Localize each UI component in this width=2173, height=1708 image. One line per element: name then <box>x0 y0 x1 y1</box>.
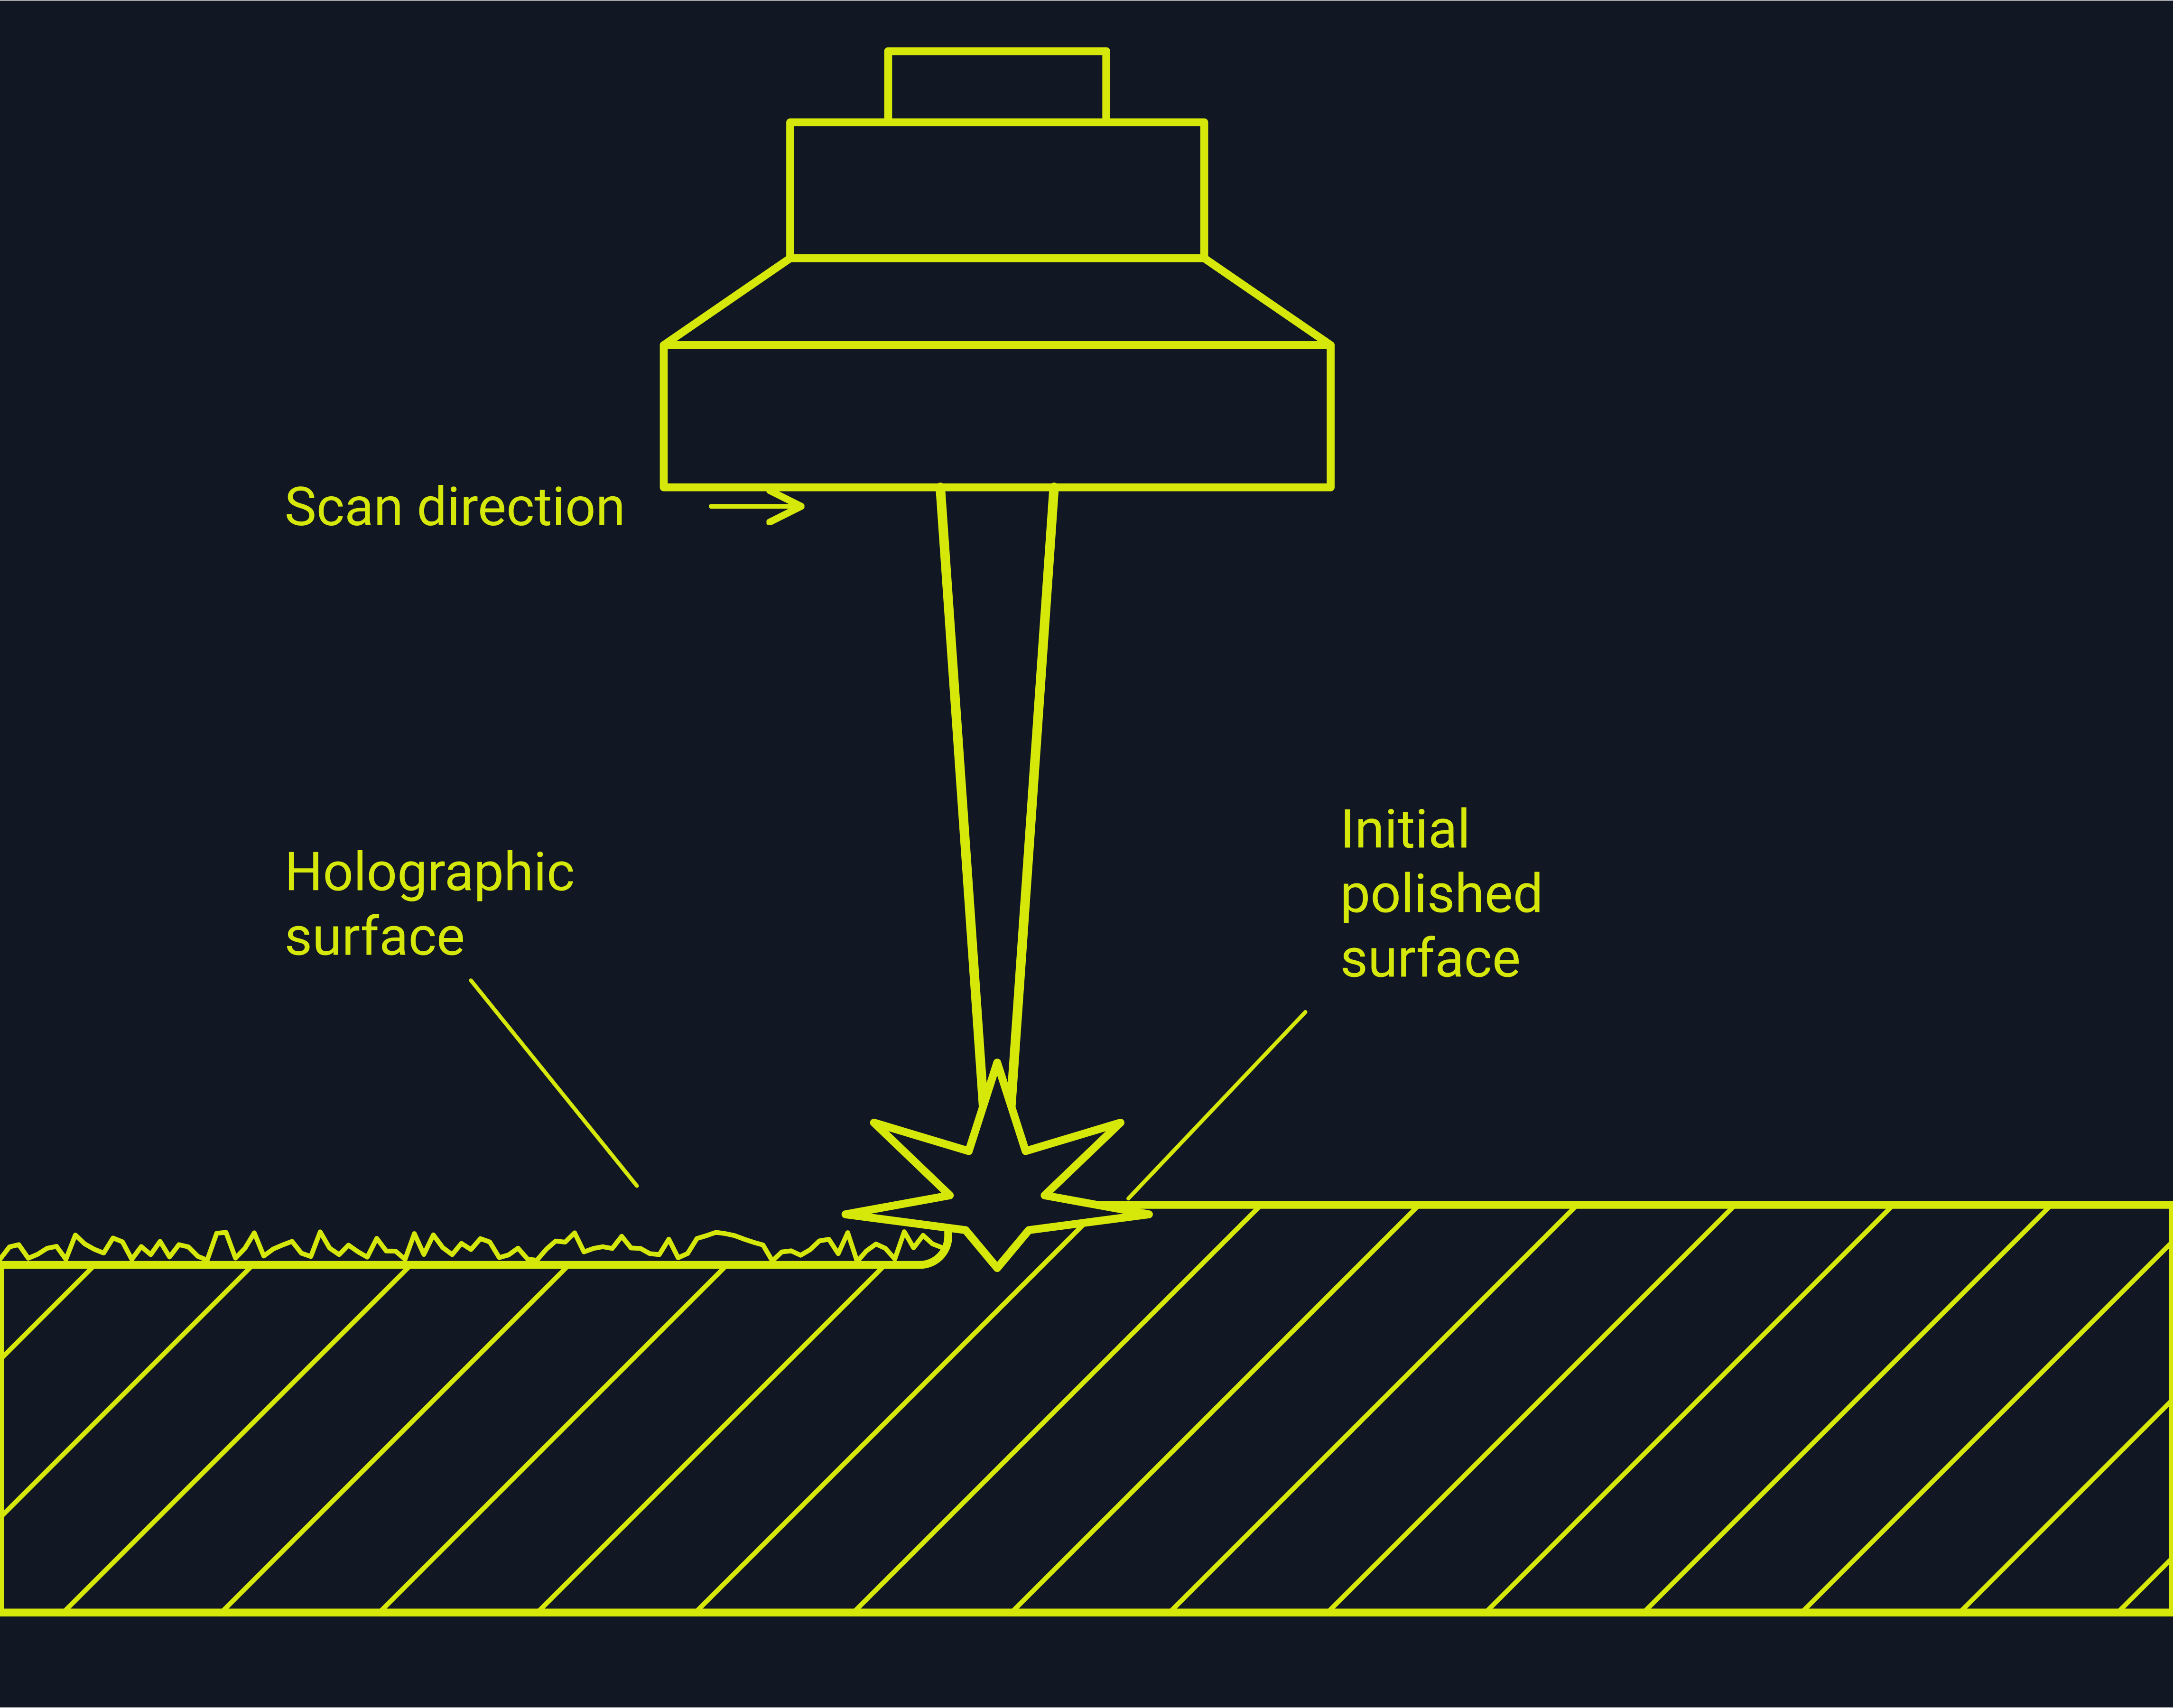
initial-label-line3: surface <box>1340 927 1521 990</box>
laser-schematic: Scan directionHolographicsurfaceInitialp… <box>0 0 2173 1708</box>
initial-label-line1: Initial <box>1340 798 1471 861</box>
scan-direction-label: Scan direction <box>285 475 626 538</box>
holographic-label-line1: Holographic <box>285 841 575 904</box>
initial-label-line2: polished <box>1340 863 1543 926</box>
holographic-label-line2: surface <box>285 905 465 968</box>
